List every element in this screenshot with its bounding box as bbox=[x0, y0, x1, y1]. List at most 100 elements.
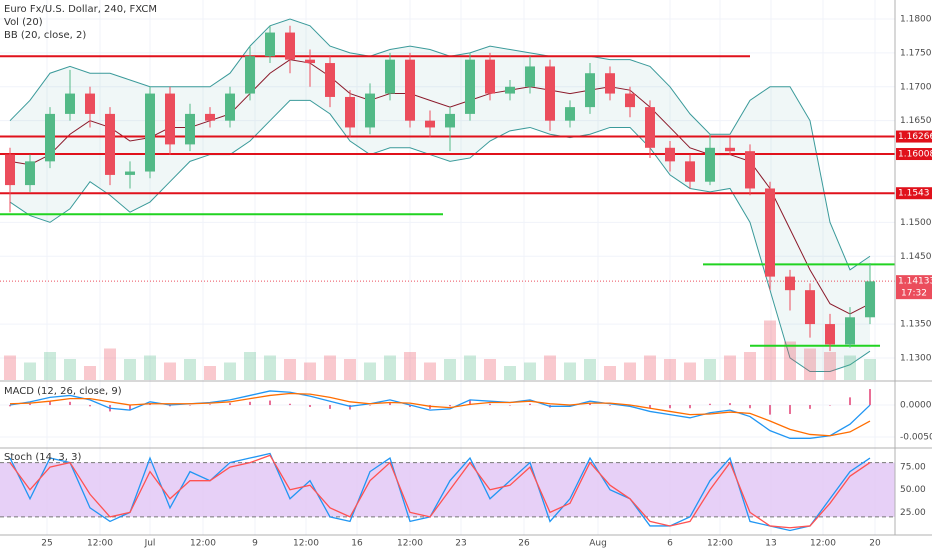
stoch-tick-label: 75.00 bbox=[900, 463, 926, 473]
macd-histogram bbox=[609, 405, 611, 406]
macd-histogram bbox=[669, 405, 671, 409]
volume-bar bbox=[464, 355, 476, 380]
volume-bar bbox=[724, 355, 736, 380]
macd-histogram bbox=[209, 404, 211, 406]
volume-bar bbox=[24, 362, 36, 380]
bb-label: BB (20, close, 2) bbox=[4, 30, 86, 41]
candle-body bbox=[65, 93, 75, 114]
macd-histogram bbox=[869, 389, 871, 406]
candle-body bbox=[205, 113, 215, 121]
last-price-label: 1.14133 bbox=[898, 277, 932, 287]
x-tick-label: 16 bbox=[351, 539, 363, 549]
level-label: 1.1543 bbox=[898, 189, 930, 199]
candle-body bbox=[485, 59, 495, 94]
x-tick-label: 26 bbox=[518, 539, 530, 549]
candle-body bbox=[605, 73, 615, 94]
volume-bar bbox=[644, 355, 656, 380]
candle-body bbox=[525, 66, 535, 87]
volume-bar bbox=[324, 355, 336, 380]
stoch-k bbox=[9, 452, 871, 532]
y-tick-label: 1.17500 bbox=[900, 48, 932, 58]
volume-bar bbox=[504, 366, 516, 380]
macd-histogram bbox=[509, 405, 511, 406]
x-tick-label: 12:00 bbox=[707, 539, 733, 549]
candle-body bbox=[505, 86, 515, 94]
volume-bar bbox=[184, 359, 196, 380]
macd-histogram bbox=[829, 405, 831, 406]
x-tick-label: 12:00 bbox=[293, 539, 319, 549]
candle-body bbox=[445, 113, 455, 128]
y-tick-label: 1.13500 bbox=[900, 320, 932, 330]
volume-bar bbox=[604, 366, 616, 380]
candle-body bbox=[565, 107, 575, 121]
macd-histogram bbox=[689, 405, 691, 409]
candle-body bbox=[665, 147, 675, 162]
candle-body bbox=[625, 93, 635, 108]
candle-body bbox=[345, 96, 355, 128]
volume-bar bbox=[44, 352, 56, 380]
volume-bar bbox=[344, 359, 356, 380]
last-price-tag bbox=[896, 275, 932, 300]
x-tick-label: 9 bbox=[252, 539, 258, 549]
volume-bar bbox=[564, 362, 576, 380]
x-tick-label: 13 bbox=[765, 539, 776, 549]
macd-histogram bbox=[729, 403, 731, 406]
volume-bar bbox=[4, 355, 16, 380]
macd-histogram bbox=[269, 400, 271, 406]
y-tick-label: 1.15000 bbox=[900, 218, 932, 228]
macd-histogram bbox=[749, 405, 751, 409]
bb-band bbox=[9, 18, 871, 271]
macd-histogram bbox=[709, 403, 711, 406]
y-tick-label: 1.17000 bbox=[900, 82, 932, 92]
macd-histogram bbox=[809, 405, 811, 409]
volume-bar bbox=[204, 366, 216, 380]
macd-histogram bbox=[49, 401, 51, 406]
volume-bar bbox=[384, 355, 396, 380]
volume-bar bbox=[444, 359, 456, 380]
volume-bar bbox=[804, 348, 816, 380]
candle-body bbox=[785, 276, 795, 291]
x-tick-label: 25 bbox=[41, 539, 52, 549]
x-tick-label: 12:00 bbox=[397, 539, 423, 549]
candle-body bbox=[825, 324, 835, 345]
candle-body bbox=[265, 32, 275, 57]
candle-body bbox=[285, 32, 295, 60]
candle-body bbox=[185, 113, 195, 145]
candle-body bbox=[705, 147, 715, 182]
candle-body bbox=[725, 147, 735, 152]
volume-bar bbox=[64, 359, 76, 380]
candle-body bbox=[25, 161, 35, 186]
x-tick-label: 6 bbox=[667, 539, 673, 549]
x-tick-label: 12:00 bbox=[87, 539, 113, 549]
volume-bar bbox=[124, 359, 136, 380]
candle-body bbox=[745, 151, 755, 189]
macd-histogram bbox=[849, 397, 851, 406]
candle-body bbox=[325, 63, 335, 97]
x-tick-label: 12:00 bbox=[810, 539, 836, 549]
volume-bar bbox=[84, 366, 96, 380]
candle-body bbox=[805, 290, 815, 325]
macd-histogram bbox=[189, 405, 191, 406]
volume-bar bbox=[584, 359, 596, 380]
candle-body bbox=[865, 281, 875, 318]
bb-band bbox=[9, 99, 871, 373]
candle-body bbox=[685, 161, 695, 182]
volume-bar bbox=[144, 355, 156, 380]
macd-histogram bbox=[769, 405, 771, 415]
volume-bar bbox=[784, 341, 796, 380]
volume-bar bbox=[284, 359, 296, 380]
level-tag bbox=[896, 148, 932, 161]
macd-histogram bbox=[449, 405, 451, 407]
candle-body bbox=[385, 59, 395, 94]
candle-body bbox=[465, 59, 475, 114]
candle-body bbox=[585, 73, 595, 108]
volume-bar bbox=[244, 352, 256, 380]
y-tick-label: 1.18000 bbox=[900, 14, 932, 24]
macd-histogram bbox=[589, 403, 591, 406]
macd-histogram bbox=[129, 405, 131, 411]
volume-bar bbox=[404, 352, 416, 380]
macd-histogram bbox=[69, 401, 71, 406]
